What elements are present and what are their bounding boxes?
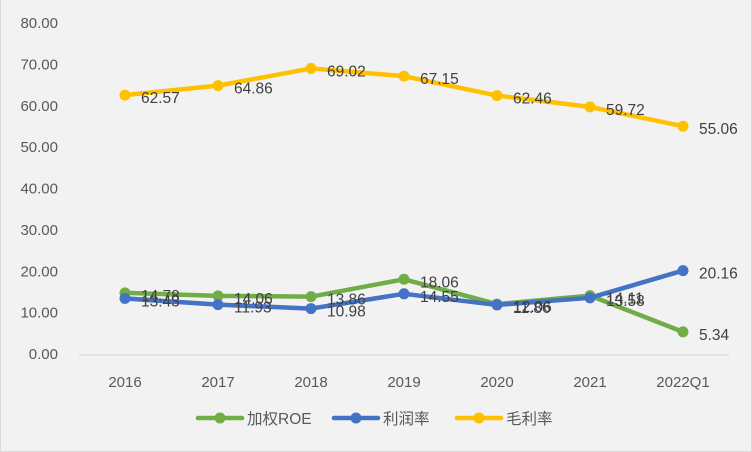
- data-labels: 14.78 14.06 13.86 18.06 12.06 14.11 5.34 13.43 1…: [141, 63, 738, 343]
- legend-label: 加权ROE: [247, 410, 312, 428]
- y-tick-label: 0.00: [29, 346, 58, 363]
- data-point: [584, 292, 596, 304]
- data-point: [305, 303, 317, 315]
- y-axis: 0.00 10.00 20.00 30.00 40.00 50.00 60.00 70.00 8…: [20, 15, 58, 363]
- data-point: [305, 62, 317, 74]
- x-tick-label: 2020: [480, 374, 513, 391]
- data-label: 14.06: [234, 291, 273, 308]
- data-point: [398, 273, 410, 285]
- data-point: [119, 292, 131, 304]
- x-tick-label: 2021: [573, 374, 606, 391]
- data-point: [398, 288, 410, 300]
- series-2: [119, 265, 689, 315]
- y-tick-label: 20.00: [20, 263, 58, 280]
- legend-item: 加权ROE: [195, 410, 312, 428]
- legend-marker-icon: [473, 412, 485, 424]
- data-point: [677, 326, 689, 338]
- legend-item: 利润率: [331, 410, 430, 428]
- data-label: 10.98: [327, 304, 366, 321]
- data-label: 11.86: [513, 300, 551, 317]
- data-label: 14.11: [606, 291, 644, 308]
- data-point: [212, 290, 224, 302]
- y-tick-label: 50.00: [20, 139, 58, 156]
- data-point: [398, 70, 410, 82]
- x-tick-label: 2022Q1: [656, 374, 709, 391]
- data-point: [305, 291, 317, 303]
- data-label: 13.43: [141, 293, 180, 310]
- y-tick-label: 30.00: [20, 222, 58, 239]
- data-point: [491, 299, 503, 311]
- data-label: 13.58: [606, 293, 645, 310]
- data-label: 62.46: [513, 91, 552, 108]
- data-label: 55.06: [699, 121, 738, 138]
- series-layer: [119, 62, 689, 338]
- legend-label: 利润率: [383, 410, 430, 428]
- legend: 加权ROE 利润率 毛利率: [195, 410, 553, 428]
- x-tick-label: 2019: [387, 374, 420, 391]
- data-label: 5.34: [699, 327, 730, 344]
- y-tick-label: 70.00: [20, 56, 58, 73]
- y-tick-label: 80.00: [20, 15, 58, 32]
- data-label: 11.93: [234, 300, 272, 317]
- data-label: 14.78: [141, 288, 180, 305]
- legend-marker-icon: [350, 412, 362, 424]
- data-label: 18.06: [420, 274, 459, 291]
- data-label: 64.86: [234, 81, 273, 98]
- data-label: 14.55: [420, 289, 459, 306]
- data-label: 69.02: [327, 63, 366, 80]
- data-point: [677, 120, 689, 132]
- data-label: 62.57: [141, 90, 180, 107]
- data-point: [677, 265, 689, 277]
- data-label: 67.15: [420, 71, 459, 88]
- data-point: [584, 101, 596, 113]
- data-label: 59.72: [606, 102, 645, 119]
- y-tick-label: 40.00: [20, 181, 58, 198]
- data-point: [212, 299, 224, 311]
- data-point: [119, 89, 131, 101]
- data-label: 12.06: [513, 299, 552, 316]
- x-tick-label: 2017: [201, 374, 234, 391]
- y-tick-label: 10.00: [20, 305, 58, 322]
- legend-item: 毛利率: [454, 410, 553, 428]
- y-tick-label: 60.00: [20, 98, 58, 115]
- data-label: 13.86: [327, 292, 366, 309]
- data-label: 20.16: [699, 266, 738, 283]
- x-axis: 2016 2017 2018 2019 2020 2021 2022Q1: [108, 374, 709, 391]
- legend-marker-icon: [214, 412, 226, 424]
- series-3: [119, 62, 689, 132]
- x-tick-label: 2018: [294, 374, 327, 391]
- data-point: [212, 80, 224, 92]
- legend-label: 毛利率: [506, 410, 553, 428]
- x-tick-label: 2016: [108, 374, 141, 391]
- data-point: [491, 90, 503, 102]
